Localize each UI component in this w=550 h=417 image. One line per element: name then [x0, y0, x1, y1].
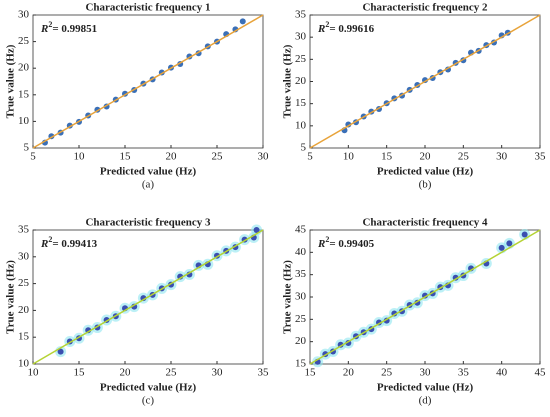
y-tick-label: 30 — [295, 291, 307, 303]
point — [498, 244, 505, 251]
x-tick-label: 20 — [120, 367, 132, 379]
point — [253, 227, 260, 233]
y-tick-label: 5 — [301, 142, 307, 154]
x-tick-label: 30 — [496, 151, 508, 163]
x-tick-label: 20 — [166, 151, 178, 163]
x-tick-label: 10 — [28, 367, 40, 379]
x-tick-label: 30 — [258, 151, 270, 163]
y-tick-label: 20 — [18, 304, 30, 316]
x-tick-label: 5 — [307, 151, 313, 163]
x-tick-label: 25 — [166, 367, 178, 379]
chart-title: Characteristic frequency 1 — [85, 2, 210, 14]
x-tick-label: 10 — [343, 151, 355, 163]
identity-line — [309, 229, 541, 365]
x-tick-label: 15 — [305, 367, 317, 379]
y-tick-label: 10 — [295, 119, 307, 131]
x-tick-label: 30 — [420, 367, 432, 379]
y-tick-label: 20 — [18, 62, 30, 74]
annotation-text: = 0.99851 — [52, 23, 97, 35]
annotation-text: = 0.99413 — [52, 238, 97, 250]
y-tick-label: 35 — [295, 9, 307, 21]
x-tick-label: 35 — [535, 151, 547, 163]
annotation-sup: 2 — [48, 20, 52, 29]
x-tick-label: 25 — [212, 151, 224, 163]
y-tick-label: 25 — [18, 277, 30, 289]
x-tick-label: 5 — [30, 151, 36, 163]
y-tick-label: 30 — [18, 9, 30, 21]
x-tick-label: 35 — [258, 367, 270, 379]
annotation-symbol: R — [40, 23, 48, 35]
annotation-sup: 2 — [48, 235, 52, 244]
y-tick-label: 40 — [295, 246, 307, 258]
chart-title: Characteristic frequency 3 — [85, 217, 211, 229]
x-tick-label: 40 — [496, 367, 508, 379]
x-tick-label: 10 — [74, 151, 86, 163]
chart-title: Characteristic frequency 4 — [362, 217, 488, 229]
y-tick-label: 5 — [24, 142, 30, 154]
x-tick-label: 15 — [74, 367, 86, 379]
y-tick-label: 10 — [18, 115, 30, 127]
x-axis-label: Predicted value (Hz) — [100, 166, 197, 178]
y-tick-label: 35 — [18, 224, 30, 236]
x-tick-label: 15 — [381, 151, 393, 163]
identity-line — [32, 229, 264, 365]
y-tick-label: 20 — [295, 75, 307, 87]
point — [506, 240, 513, 247]
y-tick-label: 35 — [295, 268, 307, 280]
annotation: R2= 0.99616 — [317, 20, 375, 35]
annotation-sup: 2 — [325, 235, 329, 244]
y-tick-label: 15 — [295, 358, 307, 370]
x-tick-label: 25 — [458, 151, 470, 163]
caption: (d) — [419, 395, 432, 407]
annotation-text: = 0.99616 — [329, 23, 374, 35]
y-axis-label: True value (Hz) — [5, 44, 17, 118]
annotation-text: = 0.99405 — [329, 238, 374, 250]
y-axis-label: True value (Hz) — [5, 260, 17, 334]
annotation-symbol: R — [40, 238, 48, 250]
y-tick-label: 15 — [18, 88, 30, 100]
annotation-sup: 2 — [325, 20, 329, 29]
x-tick-label: 15 — [120, 151, 132, 163]
x-tick-label: 25 — [381, 367, 393, 379]
annotation-symbol: R — [317, 23, 325, 35]
x-tick-label: 45 — [535, 367, 547, 379]
annotation: R2= 0.99413 — [40, 235, 98, 250]
x-axis-label: Predicted value (Hz) — [377, 166, 474, 178]
y-axis-label: True value (Hz) — [282, 260, 294, 334]
point — [521, 231, 528, 238]
identity-line — [309, 14, 541, 149]
caption: (c) — [142, 395, 155, 407]
point — [239, 18, 246, 25]
x-tick-label: 20 — [343, 367, 355, 379]
caption: (b) — [419, 179, 432, 191]
y-tick-label: 20 — [295, 335, 307, 347]
x-axis-label: Predicted value (Hz) — [377, 382, 474, 394]
y-tick-label: 10 — [18, 358, 30, 370]
point — [57, 348, 64, 355]
x-tick-label: 30 — [212, 367, 224, 379]
x-axis-label: Predicted value (Hz) — [100, 382, 197, 394]
x-tick-label: 20 — [420, 151, 432, 163]
annotation: R2= 0.99851 — [40, 20, 97, 35]
y-tick-label: 25 — [295, 313, 307, 325]
y-tick-label: 45 — [295, 224, 307, 236]
annotation-symbol: R — [317, 238, 325, 250]
annotation: R2= 0.99405 — [317, 235, 375, 250]
y-tick-label: 30 — [295, 31, 307, 43]
chart-title: Characteristic frequency 2 — [362, 2, 488, 14]
y-tick-label: 25 — [295, 53, 307, 65]
caption: (a) — [142, 179, 155, 191]
x-tick-label: 35 — [458, 367, 470, 379]
y-tick-label: 30 — [18, 250, 30, 262]
y-tick-label: 15 — [295, 97, 307, 109]
identity-line — [32, 14, 264, 149]
y-axis-label: True value (Hz) — [282, 44, 294, 118]
y-tick-label: 15 — [18, 331, 30, 343]
y-tick-label: 25 — [18, 35, 30, 47]
